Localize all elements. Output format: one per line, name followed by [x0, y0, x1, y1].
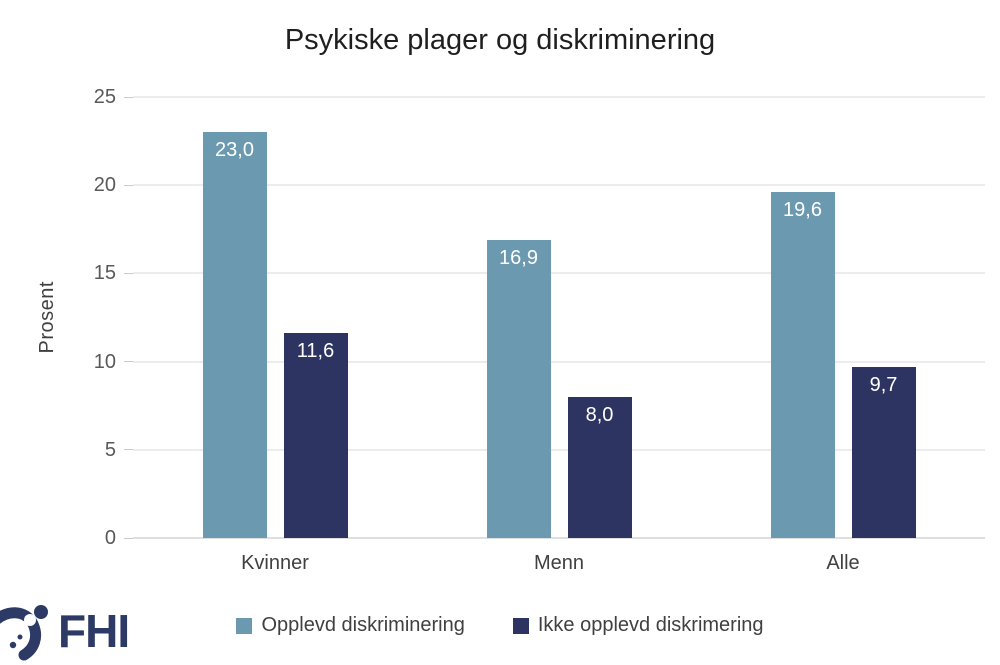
y-tick-mark — [124, 361, 133, 363]
y-tick: 20 — [94, 175, 133, 195]
y-tick-mark — [124, 449, 133, 451]
y-tick-label: 20 — [93, 174, 116, 197]
legend-swatch — [236, 617, 253, 634]
y-axis-ticks: 0 5 10 15 20 25 — [0, 87, 133, 548]
legend-label: Ikke opplevd diskrimering — [537, 614, 764, 636]
bar: 19,6 — [770, 192, 835, 538]
y-tick: 5 — [105, 440, 133, 460]
bar-value-label: 8,0 — [585, 403, 614, 426]
chart-title: Psykiske plager og diskriminering — [284, 24, 716, 56]
bar: 16,9 — [486, 239, 551, 538]
x-axis-label: Kvinner — [241, 552, 309, 574]
legend-item: Ikke opplevd diskrimering — [512, 614, 764, 637]
gridline — [133, 272, 985, 274]
bar-group-menn: 16,9 8,0 — [486, 97, 632, 538]
bar-group-alle: 19,6 9,7 — [770, 97, 916, 538]
y-tick-mark — [124, 96, 133, 98]
bar-value-label: 23,0 — [215, 139, 254, 162]
x-axis-labels: Kvinner Menn Alle — [133, 552, 985, 575]
x-axis-label: Alle — [826, 552, 860, 574]
fhi-logo: FHI — [0, 600, 130, 662]
plot-area: 23,0 11,6 16,9 8,0 19,6 9,7 — [133, 96, 985, 539]
bar: 9,7 — [851, 366, 916, 538]
y-tick-label: 0 — [104, 527, 116, 549]
y-tick-label: 5 — [104, 438, 116, 461]
bar-value-label: 16,9 — [499, 246, 538, 269]
y-tick: 10 — [94, 352, 133, 372]
bar: 23,0 — [202, 132, 267, 538]
y-tick: 0 — [105, 528, 133, 548]
fhi-logo-text: FHI — [58, 605, 130, 657]
bar-value-label: 19,6 — [783, 199, 822, 222]
bar-value-label: 9,7 — [869, 373, 898, 396]
bar-group-kvinner: 23,0 11,6 — [202, 97, 348, 538]
y-tick: 25 — [94, 87, 133, 107]
y-tick: 15 — [94, 263, 133, 283]
bar: 11,6 — [283, 333, 348, 538]
y-tick-mark — [124, 272, 133, 274]
y-tick-label: 25 — [93, 86, 116, 108]
bar-value-label: 11,6 — [296, 340, 335, 363]
gridline — [133, 537, 985, 539]
gridline — [133, 361, 985, 363]
y-tick-mark — [124, 184, 133, 186]
bar: 8,0 — [567, 396, 632, 538]
gridline — [133, 96, 985, 98]
legend-label: Opplevd diskriminering — [261, 614, 465, 636]
y-tick-label: 15 — [93, 262, 116, 285]
y-tick-label: 10 — [93, 350, 116, 373]
gridline — [133, 449, 985, 451]
y-tick-mark — [124, 537, 133, 539]
x-axis-label: Menn — [533, 552, 585, 574]
bars-layer: 23,0 11,6 16,9 8,0 19,6 9,7 — [133, 97, 985, 538]
legend-item: Opplevd diskriminering — [236, 614, 465, 637]
legend-swatch — [512, 617, 529, 634]
fhi-logo-icon — [0, 605, 48, 661]
legend: Opplevd diskriminering Ikke opplevd diskr… — [0, 614, 1000, 637]
gridline — [133, 184, 985, 186]
